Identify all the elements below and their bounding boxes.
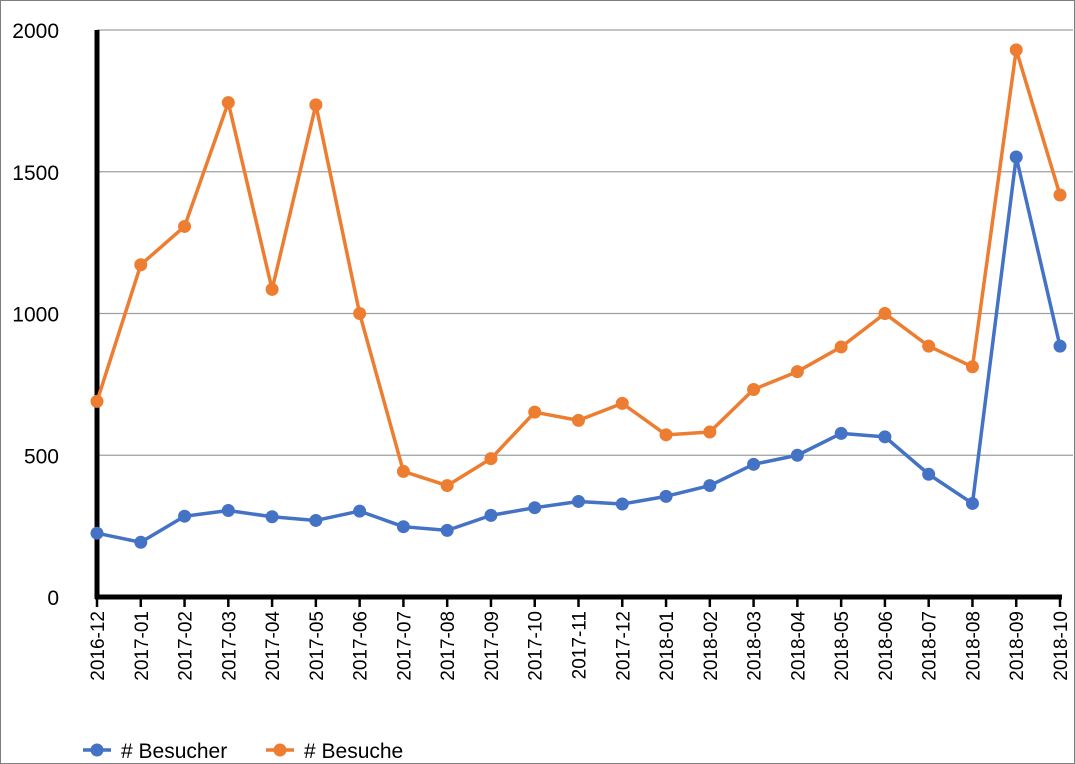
data-point — [440, 523, 454, 537]
data-point — [790, 448, 804, 462]
x-tick-label: 2017-01 — [132, 611, 153, 681]
data-point — [221, 96, 235, 110]
data-point — [572, 413, 585, 427]
data-point — [484, 452, 498, 466]
y-tick-label: 2000 — [12, 20, 59, 43]
data-point — [965, 360, 979, 374]
data-point — [134, 535, 148, 549]
data-point — [615, 396, 629, 410]
data-point — [528, 501, 542, 515]
data-point — [572, 494, 585, 508]
data-point — [528, 405, 542, 419]
x-tick-label: 2017-12 — [613, 611, 634, 681]
gridlines — [97, 29, 1073, 456]
y-tick-label: 0 — [47, 587, 59, 610]
data-point — [484, 508, 498, 522]
x-tick-label: 2018-10 — [1051, 611, 1072, 681]
data-point — [747, 382, 761, 396]
legend-marker — [90, 743, 104, 757]
x-tick-label: 2017-02 — [176, 611, 197, 681]
data-point — [265, 282, 279, 296]
data-point — [396, 520, 410, 534]
x-tick-label: 2018-05 — [832, 611, 853, 681]
legend-label: # Besuche — [304, 740, 403, 763]
legend: # Besucher # Besuche — [83, 740, 403, 763]
data-point — [703, 425, 717, 439]
data-point — [834, 426, 848, 440]
data-point — [353, 504, 367, 518]
data-point — [922, 339, 936, 353]
data-point — [790, 365, 804, 379]
y-tick-label: 500 — [24, 445, 59, 468]
data-point — [178, 509, 192, 523]
x-tick-label: 2018-09 — [1007, 611, 1028, 681]
y-tick-label: 1000 — [12, 304, 59, 327]
legend-label: # Besucher — [121, 740, 227, 763]
data-point — [221, 504, 235, 518]
data-point — [922, 467, 936, 481]
data-point — [747, 457, 761, 471]
data-point — [90, 394, 104, 408]
data-point — [878, 430, 892, 444]
data-point — [309, 513, 323, 527]
data-point — [265, 510, 279, 524]
x-tick-label: 2017-06 — [351, 611, 372, 681]
series-lines — [90, 43, 1067, 549]
x-tick-label: 2017-07 — [394, 611, 415, 681]
data-point — [659, 428, 673, 442]
y-axis-ticks: 0 500 1000 1500 2000 — [12, 20, 59, 610]
x-tick-label: 2017-10 — [526, 611, 547, 681]
x-tick-label: 2018-06 — [876, 611, 897, 681]
data-point — [878, 307, 892, 320]
data-point — [659, 489, 673, 503]
data-point — [965, 496, 979, 510]
data-point — [178, 219, 192, 233]
x-tick-label: 2017-08 — [438, 611, 459, 681]
x-tick-label: 2017-05 — [307, 611, 328, 681]
data-point — [615, 497, 629, 511]
x-tick-label: 2017-11 — [570, 611, 591, 679]
data-point — [703, 479, 717, 493]
data-point — [440, 479, 454, 493]
data-point — [1053, 188, 1067, 202]
x-tick-label: 2017-03 — [219, 611, 240, 681]
series-line-0 — [96, 155, 1062, 545]
x-tick-label: 2018-02 — [701, 611, 722, 681]
data-point — [90, 526, 104, 540]
x-tick-label: 2018-01 — [657, 611, 678, 681]
data-point — [134, 258, 148, 272]
data-point — [1009, 150, 1023, 164]
x-tick-label: 2018-07 — [920, 611, 941, 681]
x-tick-label: 2017-04 — [263, 611, 284, 681]
data-point — [309, 98, 323, 112]
x-tick-label: 2016-12 — [88, 611, 109, 681]
data-point — [396, 464, 410, 478]
legend-marker — [273, 743, 287, 757]
x-axis-ticks: 2016-12 2017-01 2017-02 2017-03 2017-04 2017-… — [88, 597, 1072, 681]
data-point — [1009, 43, 1023, 57]
x-tick-label: 2017-09 — [482, 611, 503, 681]
data-point — [1053, 339, 1067, 353]
data-point — [353, 307, 367, 320]
x-tick-label: 2018-04 — [788, 611, 809, 681]
y-tick-label: 1500 — [12, 162, 59, 185]
x-tick-label: 2018-08 — [963, 611, 984, 681]
x-tick-label: 2018-03 — [745, 611, 766, 681]
data-point — [834, 340, 848, 354]
